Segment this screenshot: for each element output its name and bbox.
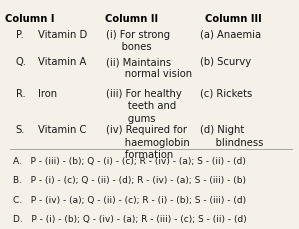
Text: A.   P - (iii) - (b); Q - (i) - (c); R - (iv) - (a); S - (ii) - (d): A. P - (iii) - (b); Q - (i) - (c); R - (… — [13, 156, 245, 165]
Text: P.: P. — [16, 30, 23, 40]
Text: B.   P - (i) - (c); Q - (ii) - (d); R - (iv) - (a); S - (iii) - (b): B. P - (i) - (c); Q - (ii) - (d); R - (i… — [13, 176, 246, 185]
Text: (iii) For healthy
       teeth and
       gums: (iii) For healthy teeth and gums — [106, 88, 182, 123]
Text: Vitamin C: Vitamin C — [38, 125, 87, 135]
Text: (ii) Maintains
      normal vision: (ii) Maintains normal vision — [106, 57, 192, 79]
Text: (a) Anaemia: (a) Anaemia — [200, 30, 261, 40]
Text: (iv) Required for
      haemoglobin
      formation: (iv) Required for haemoglobin formation — [106, 125, 190, 159]
Text: Column II: Column II — [105, 14, 158, 24]
Text: Column III: Column III — [205, 14, 262, 24]
Text: D.   P - (i) - (b); Q - (iv) - (a); R - (iii) - (c); S - (ii) - (d): D. P - (i) - (b); Q - (iv) - (a); R - (i… — [13, 214, 246, 223]
Text: Column I: Column I — [5, 14, 54, 24]
Text: (c) Rickets: (c) Rickets — [200, 88, 252, 98]
Text: (b) Scurvy: (b) Scurvy — [200, 57, 251, 67]
Text: (d) Night
     blindness: (d) Night blindness — [200, 125, 263, 147]
Text: C.   P - (iv) - (a); Q - (ii) - (c); R - (i) - (b); S - (iii) - (d): C. P - (iv) - (a); Q - (ii) - (c); R - (… — [13, 195, 246, 204]
Text: Q.: Q. — [16, 57, 27, 67]
Text: Iron: Iron — [38, 88, 57, 98]
Text: Vitamin A: Vitamin A — [38, 57, 87, 67]
Text: R.: R. — [16, 88, 25, 98]
Text: Vitamin D: Vitamin D — [38, 30, 88, 40]
Text: (i) For strong
     bones: (i) For strong bones — [106, 30, 170, 52]
Text: S.: S. — [16, 125, 25, 135]
